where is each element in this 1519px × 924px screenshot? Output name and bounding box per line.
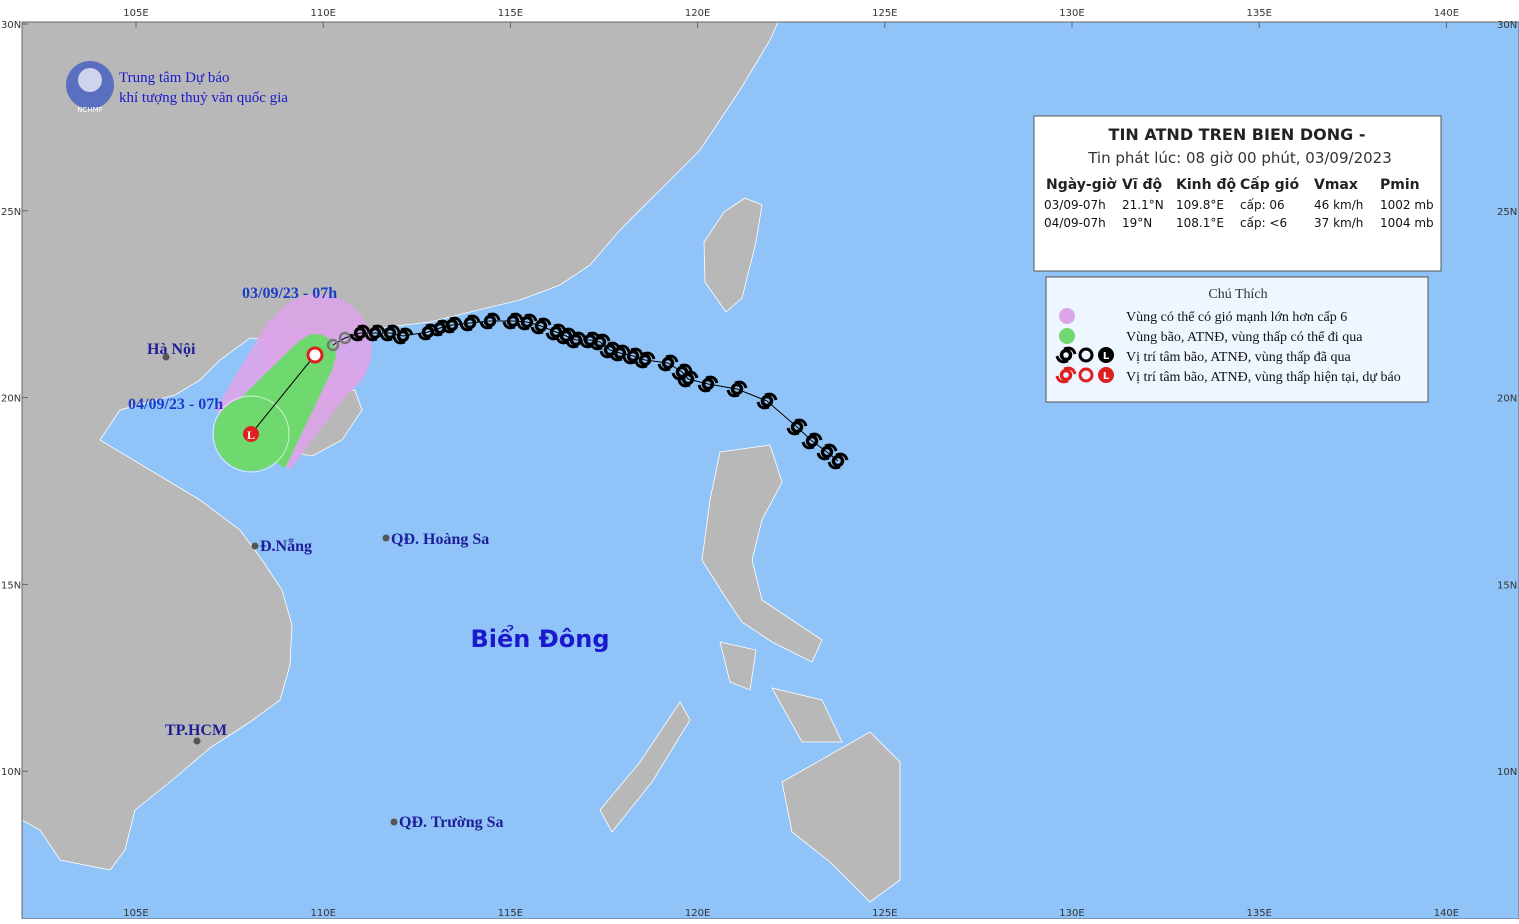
table-cell: cấp: 06 [1240,198,1285,212]
bulletin-table: Ngày-giờ Vĩ độ Kinh độ Cấp gió Vmax Pmin 03/09… [1044,176,1434,230]
bulletin-title: TIN ATND TREN BIEN DONG - [1109,125,1366,144]
past-low [326,338,340,352]
table-cell: 108.1°E [1176,216,1224,230]
place-dot [382,534,390,542]
table-cell: 1004 mb [1380,216,1434,230]
place-dot [162,353,170,361]
table-cell: 19°N [1122,216,1152,230]
lon-label: 125E [872,908,897,919]
lon-label: 105E [123,908,148,919]
table-header: Vĩ độ [1122,177,1163,193]
lat-label: 25N [1497,207,1517,218]
lat-label: 15N [1497,580,1517,591]
lon-label: 115E [498,8,523,19]
track-label: 03/09/23 - 07h [242,285,337,302]
forecast-position [243,426,259,442]
lon-label: 120E [685,8,710,19]
past-low [338,331,352,345]
org-name: Trung tâm Dự báo [119,70,230,86]
legend-symbol: L [1103,371,1110,382]
lat-label: 20N [1,394,21,405]
lon-label: 110E [310,908,335,919]
place-label: TP.HCM [165,722,227,739]
forecast-symbol: L [247,428,255,442]
current-position [306,346,324,364]
lon-label: 140E [1434,908,1459,919]
lat-label: 30N [1,20,21,31]
table-cell: 46 km/h [1314,198,1363,212]
lat-label: 10N [1497,767,1517,778]
bulletin-issued: Tin phát lúc: 08 giờ 00 phút, 03/09/2023 [1087,149,1392,167]
lon-label: 130E [1059,908,1084,919]
table-header: Vmax [1314,177,1358,193]
lon-label: 135E [1246,8,1271,19]
track-label: 04/09/23 - 07h [128,396,223,413]
table-cell: 03/09-07h [1044,198,1106,212]
bulletin-box: TIN ATND TREN BIEN DONG - Tin phát lúc: … [1033,115,1442,272]
place-label: Đ.Nẵng [260,538,312,555]
table-header: Cấp gió [1240,176,1299,193]
table-header: Pmin [1380,177,1420,193]
lat-label: 10N [1,767,21,778]
lat-label: 20N [1497,394,1517,405]
lat-label: 15N [1,580,21,591]
legend-title: Chú Thích [1208,287,1267,302]
table-header: Ngày-giờ [1046,177,1117,193]
table-cell: 04/09-07h [1044,216,1106,230]
logo: NCHMF [66,61,114,114]
storm-track [326,312,849,470]
table-cell: 37 km/h [1314,216,1363,230]
place-dot [251,542,259,550]
table-cell: 109.8°E [1176,198,1224,212]
lon-label: 135E [1246,908,1271,919]
org-name: khí tượng thuỷ văn quốc gia [119,90,288,106]
table-header: Kinh độ [1176,177,1236,193]
places: Hà Nội Đ.Nẵng QĐ. Hoàng Sa TP.HCM QĐ. Tr… [147,341,504,831]
lat-label: 30N [1497,20,1517,31]
lon-label: 125E [872,8,897,19]
place-label: QĐ. Trường Sa [399,814,504,831]
legend-item: Vùng bão, ATNĐ, vùng thấp có thể đi qua [1126,330,1363,345]
legend-item: Vị trí tâm bão, ATNĐ, vùng thấp đã qua [1126,350,1352,365]
lon-label: 115E [498,908,523,919]
place-dot [390,818,398,826]
legend-item: Vị trí tâm bão, ATNĐ, vùng thấp hiện tại… [1126,370,1401,385]
lon-label: 130E [1059,8,1084,19]
place-dot [193,737,201,745]
lon-label: 140E [1434,8,1459,19]
legend-box: Chú Thích L L Vùng có thể có gió mạnh lớ… [1045,276,1429,403]
place-label: Hà Nội [147,341,196,358]
sea-label: Biển Đông [470,623,609,653]
lon-label: 120E [685,908,710,919]
table-cell: 21.1°N [1122,198,1164,212]
lon-label: 105E [123,8,148,19]
place-label: QĐ. Hoàng Sa [391,531,489,548]
lat-label: 25N [1,207,21,218]
table-cell: 1002 mb [1380,198,1434,212]
lon-label: 110E [310,8,335,19]
legend-symbol: L [1103,351,1110,362]
logo-text: NCHMF [77,106,102,114]
table-cell: cấp: <6 [1240,216,1287,230]
legend-item: Vùng có thể có gió mạnh lớn hơn cấp 6 [1126,310,1347,325]
